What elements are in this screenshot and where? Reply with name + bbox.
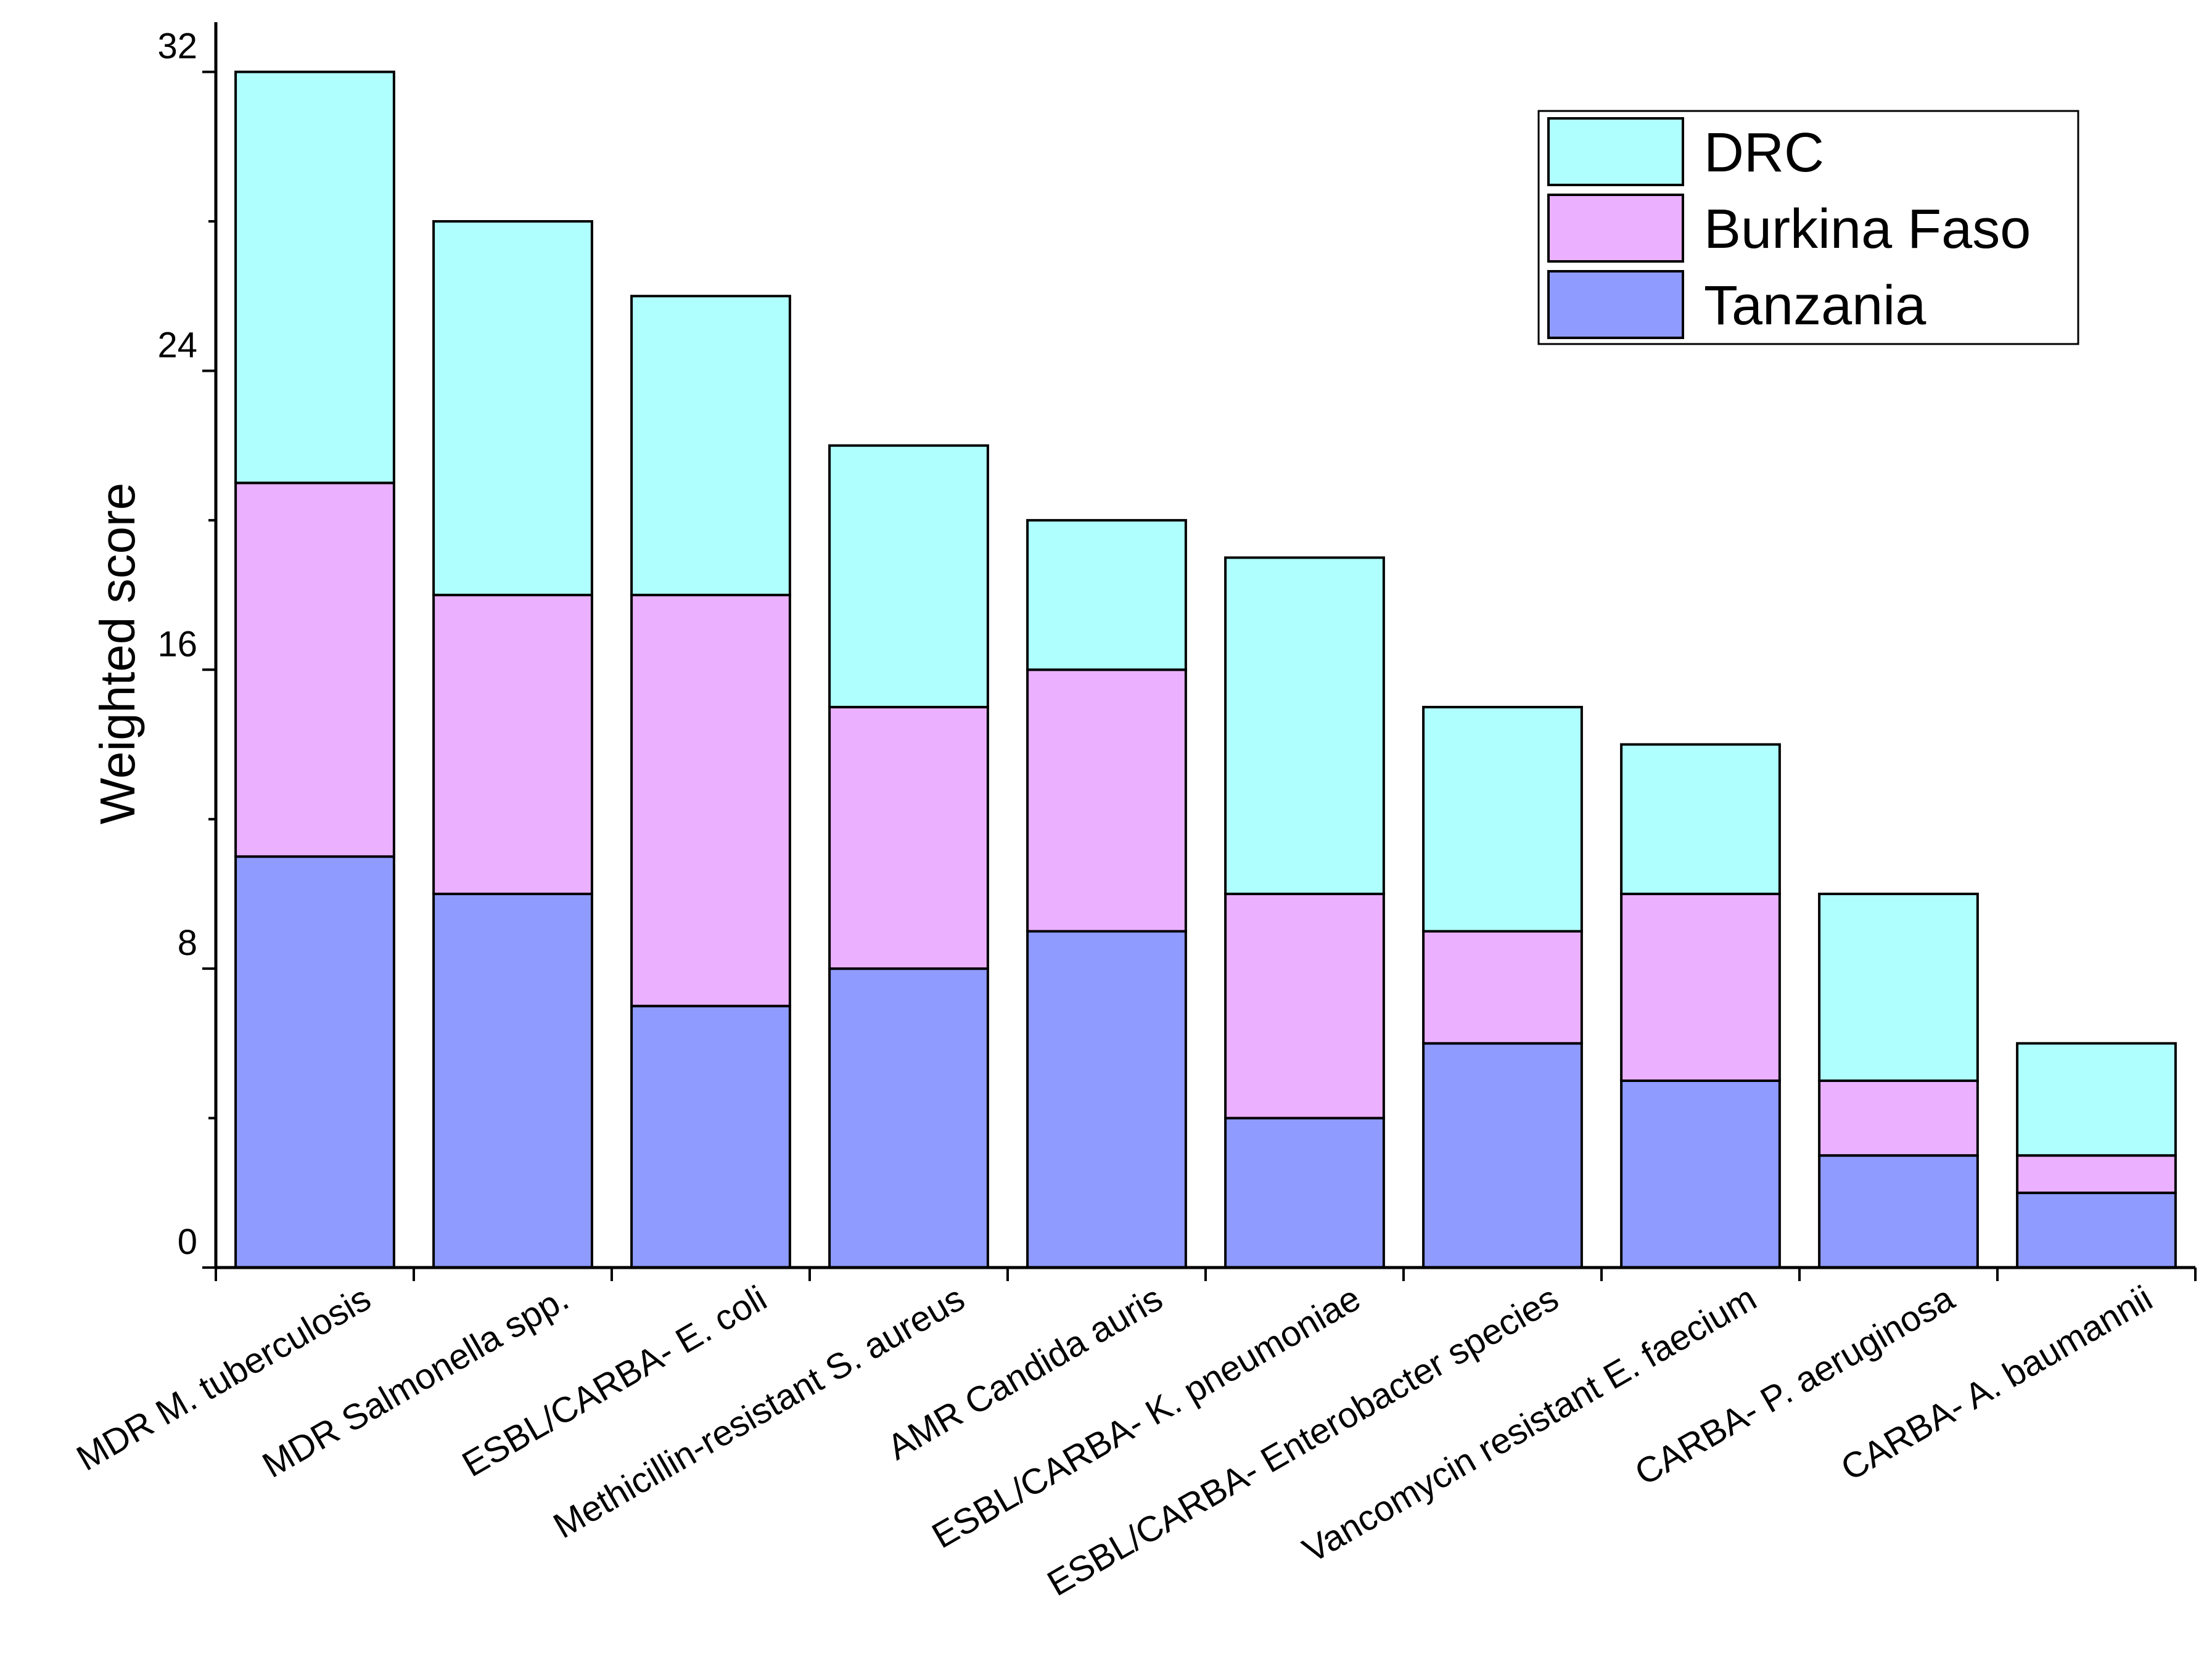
bar-tanzania-carba-p-aeruginosa xyxy=(1818,1154,1979,1269)
bars-layer xyxy=(234,70,2177,1269)
bar-burkina-faso-esbl-carba-e-coli xyxy=(630,594,791,1007)
bar-burkina-faso-amr-candida-auris xyxy=(1026,668,1187,933)
legend-label-tanzania: Tanzania xyxy=(1704,275,1926,337)
bar-drc-mdr-m-tuberculosis xyxy=(234,70,395,485)
bar-drc-esbl-carba-enterobacter-species xyxy=(1422,705,1583,933)
bar-tanzania-mdr-salmonella-spp xyxy=(432,892,593,1269)
bar-drc-vancomycin-resistant-e-faecium xyxy=(1620,743,1781,895)
bar-drc-carba-p-aeruginosa xyxy=(1818,892,1979,1082)
bar-drc-amr-candida-auris xyxy=(1026,518,1187,671)
bar-burkina-faso-mdr-m-tuberculosis xyxy=(234,481,395,858)
bar-tanzania-carba-a-baumannii xyxy=(2016,1191,2177,1269)
bar-tanzania-mdr-m-tuberculosis xyxy=(234,855,395,1269)
bar-drc-esbl-carba-k-pneumoniae xyxy=(1224,556,1385,895)
bar-drc-methicillin-resistant-s-aureus xyxy=(828,444,989,708)
bar-burkina-faso-carba-a-baumannii xyxy=(2016,1154,2177,1194)
bar-tanzania-amr-candida-auris xyxy=(1026,930,1187,1269)
legend-swatch-burkina-faso xyxy=(1547,194,1684,263)
y-tick-label-8: 8 xyxy=(178,923,197,963)
legend-swatch-tanzania xyxy=(1547,270,1684,339)
bar-tanzania-vancomycin-resistant-e-faecium xyxy=(1620,1079,1781,1269)
legend-label-burkina-faso: Burkina Faso xyxy=(1704,199,2031,260)
legend: DRC Burkina Faso Tanzania xyxy=(1537,110,2079,345)
bar-burkina-faso-carba-p-aeruginosa xyxy=(1818,1079,1979,1157)
bar-burkina-faso-mdr-salmonella-spp xyxy=(432,594,593,895)
bar-tanzania-esbl-carba-e-coli xyxy=(630,1004,791,1269)
bar-burkina-faso-esbl-carba-k-pneumoniae xyxy=(1224,892,1385,1120)
bar-tanzania-esbl-carba-enterobacter-species xyxy=(1422,1042,1583,1269)
legend-label-drc: DRC xyxy=(1704,122,1824,184)
x-tick-label-carba-p-aeruginosa: CARBA- P. aeruginosa xyxy=(1628,1278,1961,1494)
y-axis-title: Weighted score xyxy=(90,483,145,824)
y-tick-label-32: 32 xyxy=(157,27,197,67)
bar-tanzania-esbl-carba-k-pneumoniae xyxy=(1224,1117,1385,1269)
bar-drc-esbl-carba-e-coli xyxy=(630,295,791,597)
y-tick-label-16: 16 xyxy=(157,624,197,664)
x-tick-label-carba-a-baumannii: CARBA- A. baumannii xyxy=(1834,1278,2159,1489)
bar-burkina-faso-methicillin-resistant-s-aureus xyxy=(828,705,989,970)
bar-drc-carba-a-baumannii xyxy=(2016,1042,2177,1157)
bar-tanzania-methicillin-resistant-s-aureus xyxy=(828,967,989,1269)
legend-swatch-drc xyxy=(1547,117,1684,186)
bar-burkina-faso-esbl-carba-enterobacter-species xyxy=(1422,930,1583,1045)
bar-drc-mdr-salmonella-spp xyxy=(432,220,593,597)
bar-burkina-faso-vancomycin-resistant-e-faecium xyxy=(1620,892,1781,1082)
y-tick-label-0: 0 xyxy=(178,1222,197,1262)
y-tick-label-24: 24 xyxy=(157,325,197,365)
